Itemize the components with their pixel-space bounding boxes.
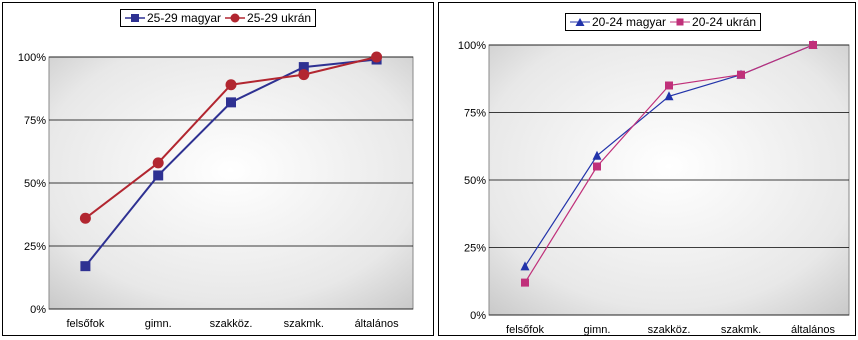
legend-label: 20-24 magyar [592,15,667,29]
x-tick-label: gimn. [584,324,611,335]
y-tick-label: 0% [470,310,486,322]
legend-item-25-29-ukran: 25-29 ukrán [225,11,311,25]
chart-panel-right: 0% 25% 50% 75% 100% felsőfok gimn. szakköz. szak… [438,2,856,336]
x-tick-label: szakköz. [210,318,253,330]
x-tick-label: gimn. [145,318,172,330]
legend-label: 25-29 magyar [147,11,222,25]
legend-swatch [670,18,691,26]
legend-swatch [570,18,590,26]
legend-swatch [125,14,145,22]
x-tick-label: általános [791,324,836,335]
legend-swatch [225,13,246,23]
y-tick-label: 100% [458,40,486,52]
y-tick-label: 75% [464,108,486,120]
data-point [521,278,529,287]
legend-label: 20-24 ukrán [692,15,757,29]
data-point [520,261,530,271]
y-tick-label: 50% [24,178,46,190]
y-tick-label: 50% [464,175,486,187]
data-point [152,157,164,169]
data-point [225,79,237,91]
data-point [664,91,674,101]
chart-left: 0% 25% 50% 75% 100% felsőfok gimn. szakköz. szak… [18,51,414,330]
data-point [298,62,309,73]
legend-label: 25-29 ukrán [247,11,312,25]
data-point [809,41,817,49]
data-point [80,261,91,272]
data-point [592,150,602,160]
data-point [371,51,383,63]
legend-item-25-29-magyar: 25-29 magyar [125,11,221,25]
y-tick-label: 100% [18,52,46,64]
x-tick-label: szakköz. [648,324,691,335]
legend-item-20-24-magyar: 20-24 magyar [570,15,666,29]
data-point [226,97,236,108]
x-tick-label: felsőfok [66,318,104,330]
data-point [593,162,601,171]
x-tick-label: szakmk. [284,318,324,330]
data-point [737,70,745,79]
data-point [665,81,673,90]
legend-item-20-24-ukran: 20-24 ukrán [670,15,756,29]
x-tick-label: felsőfok [506,324,544,335]
legend-right: 20-24 magyar 20-24 ukrán [565,13,762,31]
chart-right: 0% 25% 50% 75% 100% felsőfok gimn. szakköz. szak… [458,40,850,335]
y-tick-label: 0% [30,304,46,316]
x-tick-label: szakmk. [721,324,761,335]
data-point [153,170,164,181]
data-point [79,212,91,224]
y-tick-label: 25% [464,243,486,255]
y-tick-label: 25% [24,241,46,253]
chart-panel-left: 0% 25% 50% 75% 100% felsőfok gimn. szakköz. szak… [2,2,434,336]
y-tick-label: 75% [24,115,46,127]
legend-left: 25-29 magyar 25-29 ukrán [120,9,317,27]
x-tick-label: általános [355,318,400,330]
data-point [298,69,310,81]
